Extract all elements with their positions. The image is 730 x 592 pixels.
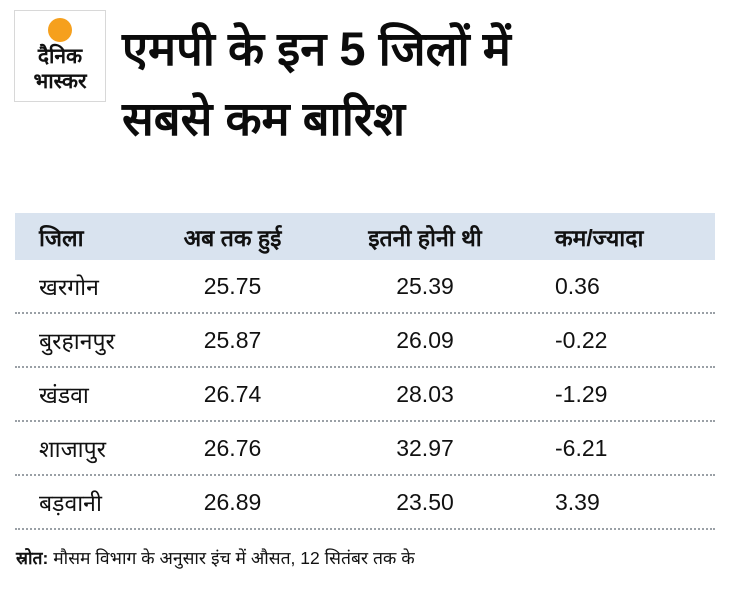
table-row: बड़वानी 26.89 23.50 3.39 [15,476,715,530]
title-line1: एमपी के इन 5 जिलों में [122,22,511,75]
column-header: जिला [39,224,84,251]
district-cell: बुरहानपुर [39,328,115,354]
column-header: कम/ज्यादा [555,224,644,251]
logo-text: दैनिक भास्कर [33,44,86,94]
district-cell: बड़वानी [39,490,102,516]
title-line2: सबसे कम बारिश [122,92,406,145]
value-cell: 25.87 [203,326,262,353]
source-label: स्रोत: [16,548,49,568]
district-cell: शाजापुर [39,436,107,462]
value-cell: -0.22 [555,326,608,353]
value-cell: 23.50 [396,488,454,515]
table-row: खंडवा 26.74 28.03 -1.29 [15,368,715,422]
sun-icon [48,18,72,42]
value-cell: 25.39 [396,272,454,299]
source-text: मौसम विभाग के अनुसार इंच में औसत, 12 सित… [53,548,415,568]
logo-line1: दैनिक [37,45,83,68]
table-body: खरगोन 25.75 25.39 0.36 बुरहानपुर 25.87 26.09 -0… [15,260,715,530]
district-cell: खंडवा [39,382,89,408]
logo-line2: भास्कर [33,70,87,93]
district-cell: खरगोन [39,274,99,300]
page-title: एमपी के इन 5 जिलों में सबसे कम बारिश [122,14,720,154]
value-cell: 3.39 [555,488,600,515]
value-cell: 32.97 [396,434,454,461]
dainik-bhaskar-logo: दैनिक भास्कर [14,10,106,102]
column-header: इतनी होनी थी [368,224,482,251]
column-header: अब तक हुई [183,224,282,251]
value-cell: 25.75 [203,272,262,299]
table-row: शाजापुर 26.76 32.97 -6.21 [15,422,715,476]
value-cell: 0.36 [555,272,600,299]
value-cell: 26.89 [203,488,262,515]
table-header-row: जिला अब तक हुई इतनी होनी थी कम/ज्यादा [15,213,715,260]
value-cell: -6.21 [555,434,608,461]
table-row: खरगोन 25.75 25.39 0.36 [15,260,715,314]
value-cell: -1.29 [555,380,608,407]
value-cell: 26.09 [396,326,454,353]
value-cell: 26.74 [203,380,262,407]
rainfall-table: जिला अब तक हुई इतनी होनी थी कम/ज्यादा खरगोन… [15,213,715,530]
source-note: स्रोत: मौसम विभाग के अनुसार इंच में औसत,… [16,546,720,570]
value-cell: 28.03 [396,380,454,407]
table-row: बुरहानपुर 25.87 26.09 -0.22 [15,314,715,368]
value-cell: 26.76 [203,434,262,461]
